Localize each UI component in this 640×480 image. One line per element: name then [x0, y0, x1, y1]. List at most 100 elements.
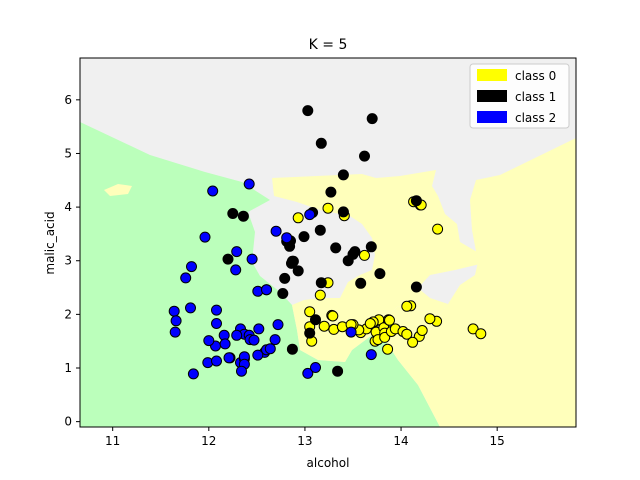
- data-point-class-1: [355, 277, 367, 289]
- data-point-class-2: [199, 231, 211, 243]
- data-point-class-2: [261, 284, 272, 296]
- class-2-region: [80, 122, 440, 427]
- data-point-class-1: [222, 253, 234, 265]
- x-tick-label: 15: [490, 434, 505, 448]
- legend-label: class 0: [515, 69, 556, 83]
- data-point-class-1: [279, 272, 291, 284]
- data-point-class-2: [310, 362, 321, 373]
- data-point-class-2: [180, 272, 192, 284]
- data-point-class-2: [231, 329, 243, 341]
- x-tick-label: 11: [105, 434, 120, 448]
- data-point-class-1: [314, 224, 326, 236]
- data-point-class-2: [302, 367, 314, 379]
- data-point-class-1: [337, 206, 349, 218]
- data-point-class-2: [345, 326, 357, 338]
- data-point-class-1: [365, 241, 377, 253]
- x-tick-label: 13: [297, 434, 312, 448]
- data-point-class-2: [219, 338, 231, 350]
- data-point-class-2: [304, 209, 316, 221]
- data-point-class-1: [374, 268, 386, 280]
- data-point-class-2: [248, 334, 260, 346]
- legend-swatch-class-0: [477, 69, 507, 81]
- data-point-class-1: [366, 113, 378, 125]
- data-point-class-2: [211, 355, 222, 367]
- data-point-class-1: [325, 186, 337, 198]
- class-0-region-top-strip: [104, 184, 132, 196]
- data-point-class-1: [310, 314, 321, 326]
- data-point-class-1: [342, 255, 354, 267]
- data-point-class-2: [272, 319, 284, 331]
- y-axis-ticks: 0 1 2 3 4 5 6: [64, 93, 80, 429]
- data-point-class-2: [207, 185, 219, 197]
- data-point-class-2: [230, 264, 242, 276]
- data-point-class-2: [270, 225, 282, 237]
- data-point-class-0: [304, 306, 316, 318]
- data-point-class-1: [315, 277, 327, 289]
- y-tick-label: 0: [64, 415, 72, 429]
- data-point-class-2: [187, 368, 199, 380]
- data-point-class-1: [410, 281, 422, 293]
- data-point-class-0: [475, 328, 487, 340]
- points-layer: [168, 105, 487, 380]
- legend-label: class 1: [515, 90, 556, 104]
- data-point-class-0: [432, 223, 444, 235]
- data-point-class-2: [243, 178, 255, 190]
- data-point-class-0: [327, 310, 339, 322]
- data-point-class-2: [252, 349, 264, 361]
- data-point-class-0: [322, 202, 334, 214]
- data-point-class-2: [365, 349, 377, 361]
- class-0-region-center: [272, 170, 484, 362]
- data-point-class-1: [298, 231, 310, 243]
- data-point-class-2: [211, 304, 222, 316]
- x-tick-label: 14: [393, 434, 408, 448]
- data-point-class-2: [253, 323, 265, 335]
- data-point-class-2: [236, 365, 247, 377]
- data-point-class-2: [211, 318, 222, 329]
- data-point-class-2: [281, 232, 293, 244]
- data-point-class-0: [407, 336, 419, 348]
- data-point-class-1: [304, 327, 316, 339]
- data-point-class-0: [401, 328, 413, 340]
- data-point-class-2: [168, 305, 180, 317]
- legend-swatch-class-2: [477, 111, 507, 123]
- legend: class 0 class 1 class 2: [469, 63, 570, 129]
- data-point-class-2: [203, 335, 215, 347]
- legend-swatch-class-1: [477, 90, 507, 102]
- data-point-class-1: [332, 365, 344, 377]
- data-point-class-2: [185, 302, 196, 314]
- y-tick-label: 3: [64, 254, 72, 268]
- chart-title: K = 5: [309, 37, 348, 53]
- data-point-class-2: [223, 352, 235, 364]
- data-point-class-1: [302, 105, 314, 117]
- data-point-class-1: [227, 208, 239, 219]
- legend-label: class 2: [515, 111, 556, 125]
- data-point-class-2: [264, 343, 276, 355]
- data-point-class-1: [330, 242, 342, 254]
- y-tick-label: 2: [64, 307, 72, 321]
- data-point-class-1: [286, 343, 298, 355]
- data-point-class-0: [384, 314, 395, 326]
- y-tick-label: 6: [64, 93, 72, 107]
- data-point-class-2: [231, 246, 243, 258]
- data-point-class-2: [169, 326, 181, 338]
- data-point-class-0: [467, 323, 479, 335]
- data-point-class-0: [364, 318, 376, 329]
- data-point-class-0: [292, 212, 304, 224]
- x-tick-label: 12: [201, 434, 216, 448]
- data-point-class-2: [269, 334, 281, 346]
- data-point-class-1: [337, 169, 349, 181]
- data-point-class-0: [314, 289, 326, 301]
- data-point-class-1: [237, 210, 249, 222]
- data-point-class-0: [424, 313, 436, 325]
- data-point-class-0: [318, 320, 330, 332]
- data-point-class-2: [246, 253, 258, 265]
- data-point-class-0: [401, 300, 413, 312]
- y-tick-label: 4: [64, 200, 72, 214]
- data-point-class-0: [416, 325, 428, 336]
- y-tick-label: 5: [64, 146, 72, 160]
- data-point-class-2: [170, 315, 182, 327]
- class-0-region-right: [385, 138, 576, 427]
- x-axis-ticks: 11 12 13 14 15: [105, 427, 505, 448]
- data-point-class-1: [410, 195, 422, 207]
- data-point-class-1: [277, 288, 289, 299]
